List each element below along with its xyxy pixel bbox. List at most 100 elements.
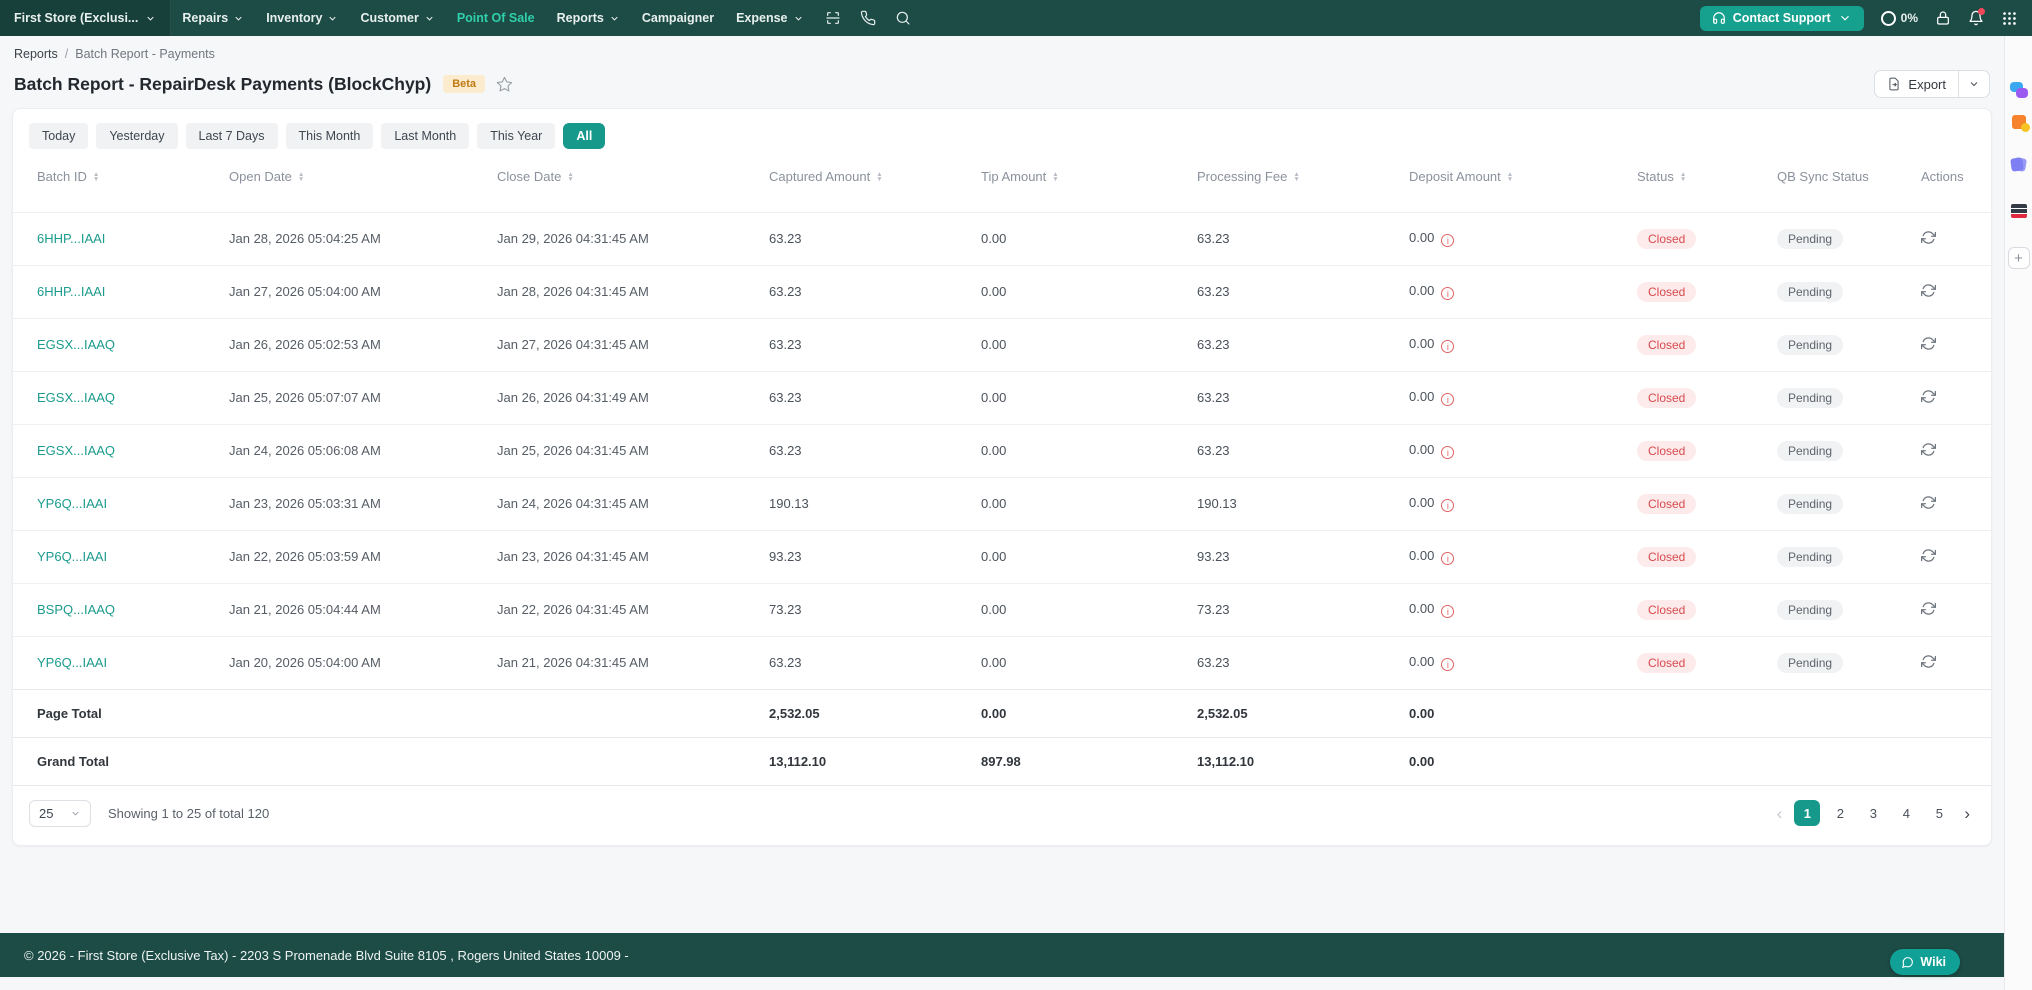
shapes-app-icon[interactable] — [2011, 115, 2030, 132]
deposit-warning-icon[interactable]: i — [1441, 393, 1455, 407]
column-header-deposit-amount[interactable]: Deposit Amount ▲ ▼ — [1401, 159, 1629, 197]
deposit-warning-icon[interactable]: i — [1441, 446, 1455, 460]
column-header-tip-amount[interactable]: Tip Amount ▲ ▼ — [973, 159, 1189, 197]
processing-fee-cell: 73.23 — [1189, 582, 1401, 636]
qb-sync-status-badge: Pending — [1777, 440, 1844, 461]
cards-app-icon[interactable] — [2010, 157, 2027, 173]
sort-icon[interactable]: ▲ ▼ — [1293, 170, 1300, 183]
stack-app-icon[interactable] — [2010, 204, 2027, 218]
filter-last-month[interactable]: Last Month — [381, 123, 470, 149]
deposit-amount-cell: 0.00 i — [1401, 211, 1629, 265]
deposit-warning-icon[interactable]: i — [1441, 340, 1455, 354]
sort-icon[interactable]: ▲ ▼ — [1052, 170, 1059, 183]
apps-grid-icon[interactable] — [2001, 10, 2018, 27]
nav-item-campaigner[interactable]: Campaigner — [631, 0, 725, 36]
column-header-open-date[interactable]: Open Date ▲ ▼ — [221, 159, 489, 197]
close-date-cell: Jan 27, 2026 04:31:45 AM — [489, 317, 761, 371]
page-size-select[interactable]: 25 — [29, 799, 91, 827]
nav-item-inventory[interactable]: Inventory — [255, 0, 349, 36]
nav-item-expense[interactable]: Expense — [725, 0, 814, 36]
filter-yesterday[interactable]: Yesterday — [96, 123, 178, 149]
batch-id-link[interactable]: EGSX...IAAQ — [37, 443, 116, 458]
search-icon[interactable] — [895, 10, 911, 26]
notifications-bell-icon[interactable] — [1968, 8, 1985, 26]
batch-id-link[interactable]: YP6Q...IAAI — [37, 549, 108, 564]
contact-support-button[interactable]: Contact Support — [1699, 5, 1864, 31]
sync-action-icon[interactable] — [1921, 389, 1936, 404]
nav-item-point-of-sale[interactable]: Point Of Sale — [446, 0, 546, 36]
page-1-button[interactable]: 1 — [1794, 800, 1821, 826]
sync-action-icon[interactable] — [1921, 283, 1936, 298]
report-card: Today Yesterday Last 7 Days This Month Last … — [12, 108, 1992, 846]
chat-bubbles-app-icon[interactable] — [2009, 82, 2028, 98]
deposit-warning-icon[interactable]: i — [1441, 605, 1455, 619]
filter-this-month[interactable]: This Month — [285, 123, 374, 149]
page-2-button[interactable]: 2 — [1827, 800, 1853, 826]
deposit-warning-icon[interactable]: i — [1441, 499, 1455, 513]
deposit-warning-icon[interactable]: i — [1441, 234, 1455, 248]
sort-icon[interactable]: ▲ ▼ — [567, 170, 574, 183]
deposit-warning-icon[interactable]: i — [1441, 287, 1455, 301]
sort-icon[interactable]: ▲ ▼ — [876, 170, 883, 183]
previous-page-button[interactable]: ‹ — [1772, 805, 1788, 822]
lock-icon[interactable] — [1935, 10, 1951, 26]
sort-icon[interactable]: ▲ ▼ — [1679, 170, 1687, 183]
sync-action-icon[interactable] — [1921, 548, 1936, 563]
tip-amount-cell: 0.00 — [973, 264, 1189, 318]
sort-icon[interactable]: ▲ ▼ — [1506, 170, 1514, 183]
column-header-processing-fee[interactable]: Processing Fee ▲ ▼ — [1189, 159, 1401, 197]
sort-icon[interactable]: ▲ ▼ — [297, 170, 305, 183]
next-page-button[interactable]: › — [1959, 805, 1975, 822]
captured-amount-cell: 73.23 — [761, 582, 973, 636]
column-header-batch-id[interactable]: Batch ID ▲ ▼ — [13, 159, 221, 197]
deposit-warning-icon[interactable]: i — [1441, 658, 1455, 672]
column-header-close-date[interactable]: Close Date ▲ ▼ — [489, 159, 761, 197]
wiki-button[interactable]: Wiki — [1890, 949, 1960, 975]
page-4-button[interactable]: 4 — [1893, 800, 1919, 826]
filter-all[interactable]: All — [563, 123, 606, 149]
add-app-button[interactable]: + — [2007, 247, 2030, 269]
batch-id-link[interactable]: YP6Q...IAAI — [37, 496, 108, 511]
batch-id-link[interactable]: EGSX...IAAQ — [37, 337, 116, 352]
nav-item-repairs[interactable]: Repairs — [171, 0, 255, 36]
grand-total-deposit: 0.00 — [1401, 736, 1629, 785]
deposit-warning-icon[interactable]: i — [1441, 552, 1455, 566]
filter-this-year[interactable]: This Year — [477, 123, 556, 149]
page-total-tip: 0.00 — [973, 688, 1189, 737]
store-selector[interactable]: First Store (Exclusi... — [0, 0, 172, 36]
page-5-button[interactable]: 5 — [1926, 800, 1952, 826]
phone-icon[interactable] — [860, 10, 876, 26]
sync-action-icon[interactable] — [1921, 442, 1936, 457]
export-dropdown-button[interactable] — [1958, 71, 1989, 97]
nav-item-reports[interactable]: Reports — [546, 0, 631, 36]
page-title: Batch Report - RepairDesk Payments (Bloc… — [14, 73, 432, 94]
nav-item-customer[interactable]: Customer — [349, 0, 445, 36]
batch-id-link[interactable]: 6HHP...IAAI — [37, 231, 106, 246]
browser-side-rail: + — [2004, 36, 2032, 990]
favorite-star-icon[interactable] — [496, 76, 513, 93]
filter-last-7-days[interactable]: Last 7 Days — [185, 123, 278, 149]
breadcrumb-reports-link[interactable]: Reports — [14, 47, 58, 61]
deposit-amount: 0.00 — [1409, 229, 1435, 245]
sync-action-icon[interactable] — [1921, 495, 1936, 510]
export-button[interactable]: Export — [1875, 71, 1958, 97]
page-3-button[interactable]: 3 — [1860, 800, 1886, 826]
column-header-captured-amount[interactable]: Captured Amount ▲ ▼ — [761, 159, 973, 197]
sort-icon[interactable]: ▲ ▼ — [92, 170, 100, 183]
batch-id-link[interactable]: EGSX...IAAQ — [37, 390, 116, 405]
batch-id-link[interactable]: 6HHP...IAAI — [37, 284, 106, 299]
sync-action-icon[interactable] — [1921, 601, 1936, 616]
batch-id-link[interactable]: YP6Q...IAAI — [37, 655, 108, 670]
column-header-status[interactable]: Status ▲ ▼ — [1629, 159, 1769, 197]
column-label: Processing Fee — [1197, 169, 1288, 184]
page-total-label: Page Total — [13, 688, 221, 737]
nav-item-label: Reports — [556, 11, 604, 25]
sync-action-icon[interactable] — [1921, 654, 1936, 669]
usage-indicator[interactable]: 0% — [1880, 10, 1918, 26]
qb-sync-status-badge: Pending — [1777, 493, 1844, 514]
barcode-scan-icon[interactable] — [825, 10, 841, 26]
filter-today[interactable]: Today — [29, 123, 89, 149]
sync-action-icon[interactable] — [1921, 336, 1936, 351]
sync-action-icon[interactable] — [1921, 230, 1936, 245]
batch-id-link[interactable]: BSPQ...IAAQ — [37, 602, 116, 617]
